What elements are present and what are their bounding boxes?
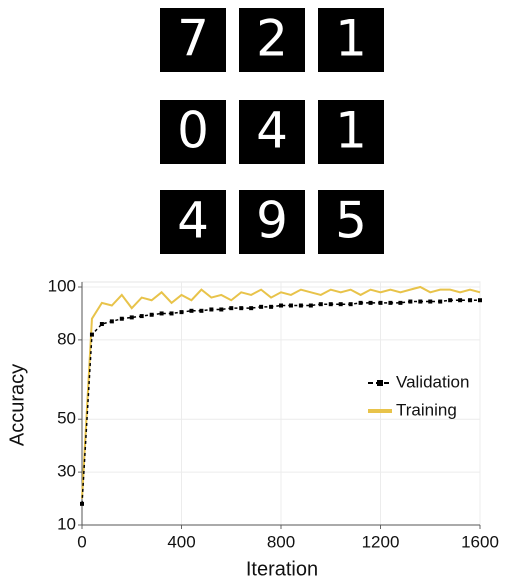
digit: 4 [256, 102, 288, 160]
point [90, 333, 94, 337]
digit: 1 [335, 102, 367, 160]
x-tick-label: 1200 [362, 532, 400, 551]
digit: 7 [177, 10, 209, 68]
point [339, 302, 343, 306]
point [458, 298, 462, 302]
point [408, 300, 412, 304]
point [269, 305, 273, 309]
point [468, 298, 472, 302]
point [279, 304, 283, 308]
x-tick-label: 400 [167, 532, 195, 551]
point [418, 300, 422, 304]
x-tick-label: 1600 [461, 532, 499, 551]
point [120, 317, 124, 321]
point [100, 322, 104, 326]
point [369, 301, 373, 305]
point [289, 304, 293, 308]
point [150, 313, 154, 317]
point [478, 298, 482, 302]
x-tick-label: 0 [77, 532, 86, 551]
x-tick-label: 800 [267, 532, 295, 551]
point [140, 314, 144, 318]
legend-label: Validation [396, 372, 469, 391]
x-axis-label: Iteration [246, 558, 318, 580]
point [299, 304, 303, 308]
point [398, 301, 402, 305]
point [80, 502, 84, 506]
y-tick-label: 30 [57, 462, 76, 481]
y-tick-label: 80 [57, 329, 76, 348]
point [170, 311, 174, 315]
digit: 1 [335, 10, 367, 68]
digit: 0 [177, 102, 209, 160]
point [319, 302, 323, 306]
digit: 4 [177, 192, 209, 250]
y-tick-label: 50 [57, 409, 76, 428]
point [219, 307, 223, 311]
point [209, 307, 213, 311]
point [199, 309, 203, 313]
point [309, 304, 313, 308]
point [349, 302, 353, 306]
point [428, 300, 432, 304]
digit: 5 [335, 192, 367, 250]
point [359, 301, 363, 305]
point [229, 306, 233, 310]
legend-marker [377, 380, 383, 386]
point [448, 298, 452, 302]
point [110, 319, 114, 323]
page: Accuracy Iteration 721041495103050801000… [0, 0, 507, 583]
point [438, 300, 442, 304]
point [239, 306, 243, 310]
y-axis-label: Accuracy [6, 364, 28, 446]
point [249, 306, 253, 310]
point [329, 302, 333, 306]
point [160, 311, 164, 315]
point [180, 310, 184, 314]
point [130, 315, 134, 319]
digit: 9 [256, 192, 288, 250]
point [189, 309, 193, 313]
y-tick-label: 100 [48, 276, 76, 295]
y-tick-label: 10 [57, 514, 76, 533]
point [259, 305, 263, 309]
point [388, 301, 392, 305]
digit: 2 [256, 10, 288, 68]
legend-label: Training [396, 400, 457, 419]
point [379, 301, 383, 305]
